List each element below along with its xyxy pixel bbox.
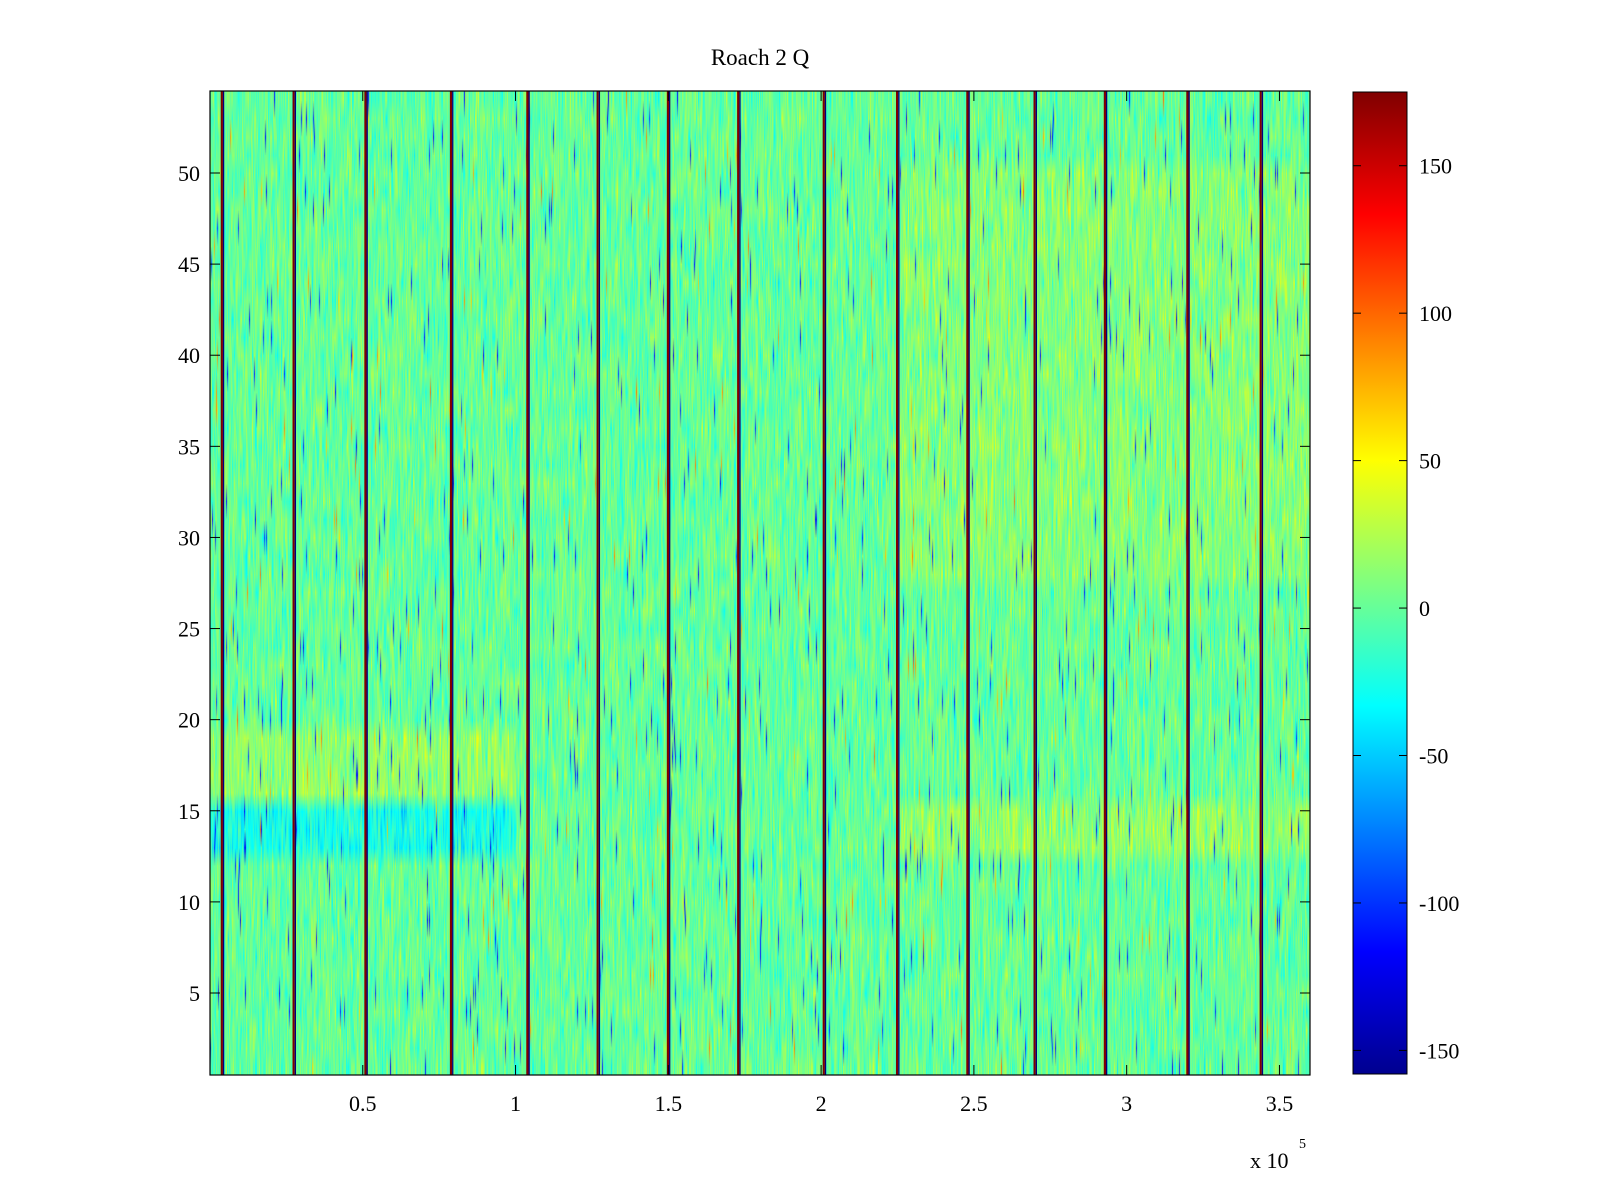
y-tick-label: 10 xyxy=(178,890,200,915)
spike-column-neg-4 xyxy=(528,91,530,1075)
y-tick-label: 20 xyxy=(178,708,200,733)
spike-column-10 xyxy=(966,91,969,1075)
y-tick-label: 35 xyxy=(178,434,200,459)
y-axis-ticks: 5 10 15 20 25 30 35 40 45 50 xyxy=(178,161,1310,1006)
x-tick-label: 2 xyxy=(816,1091,827,1116)
x-exponent: 5 xyxy=(1299,1137,1306,1152)
spike-column-neg-14 xyxy=(1261,91,1264,1075)
spike-column-3 xyxy=(449,91,453,1075)
colorbar-tick-label: 100 xyxy=(1419,301,1452,326)
y-tick-label: 25 xyxy=(178,617,200,642)
spike-column-8 xyxy=(822,91,825,1075)
spike-column-2 xyxy=(364,91,367,1075)
spike-column-14 xyxy=(1259,91,1262,1075)
heatmap-image xyxy=(210,91,1310,1075)
spike-column-13 xyxy=(1186,91,1189,1075)
spike-column-neg-3 xyxy=(452,91,454,1075)
x-tick-label: 1 xyxy=(510,1091,521,1116)
y-tick-label: 45 xyxy=(178,252,200,277)
colorbar-tick-label: 150 xyxy=(1419,154,1452,179)
colorbar-ticks: 150 100 50 0 -50 -100 -150 xyxy=(1353,154,1459,1063)
spike-column-neg-2 xyxy=(366,91,368,1075)
x-exponent-label: x 10 xyxy=(1250,1148,1289,1173)
x-axis-ticks: 0.5 1 1.5 2 2.5 3 3.5 xyxy=(349,91,1293,1116)
colorbar-tick-label: -100 xyxy=(1419,891,1459,916)
spike-column-neg-12 xyxy=(1105,91,1108,1075)
spike-column-neg-5 xyxy=(598,91,601,1075)
colorbar-tick-label: 0 xyxy=(1419,596,1430,621)
spike-columns xyxy=(220,91,1264,1075)
spike-column-neg-1 xyxy=(294,91,297,1075)
y-tick-label: 50 xyxy=(178,161,200,186)
x-tick-label: 0.5 xyxy=(349,1091,377,1116)
spike-column-5 xyxy=(596,91,599,1075)
spike-column-7 xyxy=(737,91,740,1075)
spike-column-4 xyxy=(526,91,529,1075)
spike-column-neg-11 xyxy=(1035,91,1037,1075)
x-tick-label: 3 xyxy=(1121,1091,1132,1116)
colorbar-tick-label: -50 xyxy=(1419,744,1448,769)
spike-column-neg-13 xyxy=(1188,91,1190,1075)
spike-column-6 xyxy=(666,91,670,1075)
chart-title: Roach 2 Q xyxy=(711,45,810,70)
x-tick-label: 2.5 xyxy=(960,1091,988,1116)
y-tick-label: 30 xyxy=(178,525,200,550)
spike-column-9 xyxy=(896,91,899,1075)
y-tick-label: 40 xyxy=(178,343,200,368)
colorbar-tick-label: -150 xyxy=(1419,1038,1459,1063)
x-tick-label: 1.5 xyxy=(655,1091,683,1116)
spike-column-neg-7 xyxy=(739,91,741,1075)
spike-column-neg-9 xyxy=(898,91,900,1075)
y-tick-label: 15 xyxy=(178,799,200,824)
spike-column-1 xyxy=(292,91,295,1075)
spike-column-neg-10 xyxy=(968,91,970,1075)
heatmap-area xyxy=(210,91,1310,1075)
spike-column-neg-6 xyxy=(669,91,671,1075)
spike-column-0 xyxy=(220,91,223,1075)
spike-column-neg-0 xyxy=(222,91,225,1075)
plot-frame xyxy=(209,90,1311,1076)
x-tick-label: 3.5 xyxy=(1266,1091,1294,1116)
spike-column-11 xyxy=(1033,91,1036,1075)
spike-column-12 xyxy=(1103,91,1106,1075)
spike-column-neg-8 xyxy=(824,91,827,1075)
colorbar xyxy=(1352,91,1408,1075)
colorbar-tick-label: 50 xyxy=(1419,449,1441,474)
y-tick-label: 5 xyxy=(189,981,200,1006)
